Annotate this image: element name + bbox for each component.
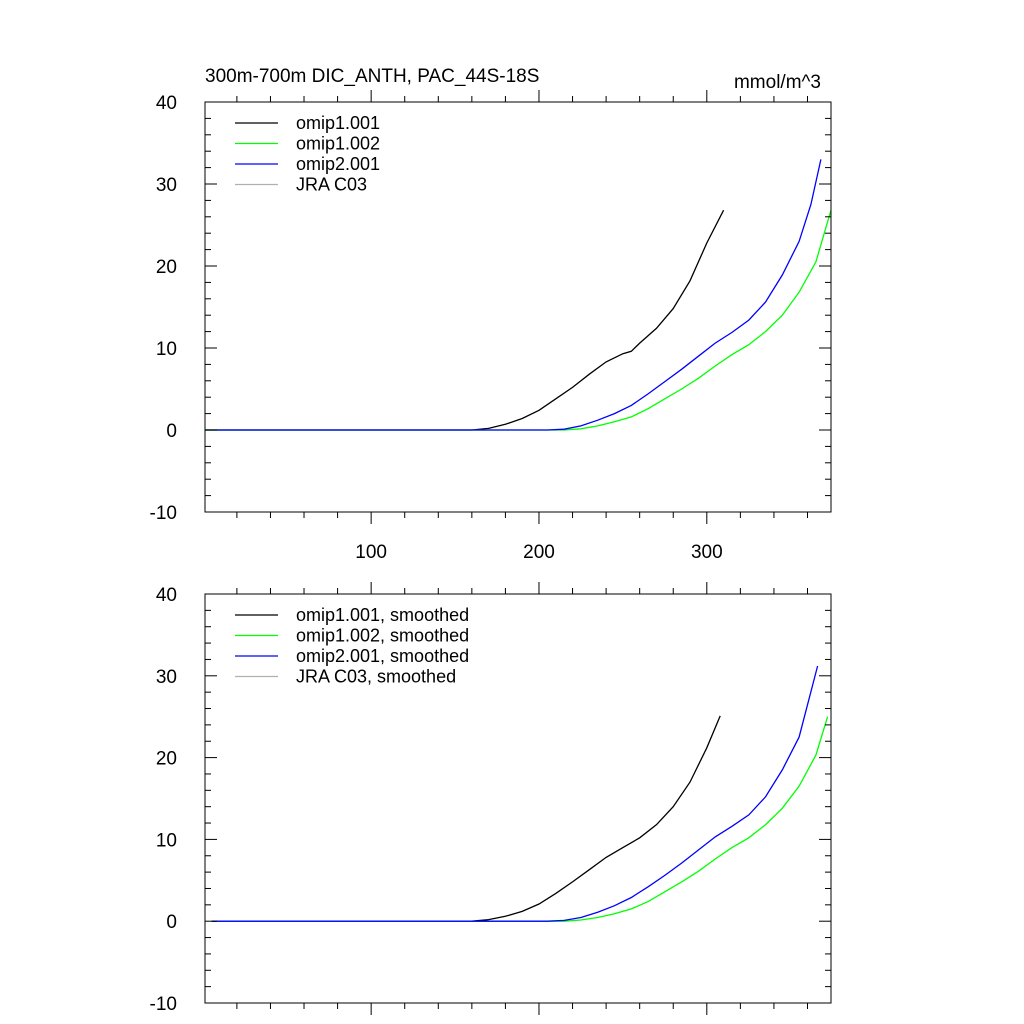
y-tick-label: 10 — [156, 339, 177, 360]
series-line-omip2-001-smoothed — [211, 665, 819, 922]
series-line-omip1-002 — [205, 210, 832, 431]
legend-label: JRA C03, smoothed — [296, 667, 456, 687]
y-tick-label: 0 — [166, 912, 177, 933]
y-tick-label: 0 — [166, 421, 177, 442]
y-tick-label: -10 — [150, 503, 177, 524]
series-line-omip1-001 — [205, 209, 725, 431]
legend-label: omip1.002 — [296, 134, 380, 154]
plot-frame — [204, 593, 832, 1004]
x-tick-label: 300 — [691, 542, 723, 563]
y-tick-label: -10 — [150, 994, 177, 1015]
y-tick-label: 20 — [156, 257, 177, 278]
plot-frame — [204, 101, 832, 513]
y-tick-label: 40 — [156, 585, 177, 606]
series-line-omip1-001-smoothed — [211, 715, 721, 922]
legend-label: omip1.001 — [296, 113, 380, 133]
x-tick-label: 200 — [523, 542, 555, 563]
legend-label: omip2.001, smoothed — [296, 646, 469, 666]
y-tick-label: 30 — [156, 667, 177, 688]
y-tick-label: 20 — [156, 749, 177, 770]
y-tick-label: 10 — [156, 830, 177, 851]
panel-bottom: -10 0 10 20 30 40 omip1.001, smoothedomip1.002… — [150, 582, 832, 1015]
x-tick-label: 100 — [355, 542, 387, 563]
legend-label: omip2.001 — [296, 154, 380, 174]
panel-top: -10 0 10 20 30 40 100 200 300 300m-700m DIC_ANTH,… — [150, 66, 832, 563]
legend-label: omip1.002, smoothed — [296, 626, 469, 646]
units-label: mmol/m^3 — [734, 72, 821, 93]
y-tick-label: 30 — [156, 175, 177, 196]
legend-label: JRA C03 — [296, 175, 367, 195]
chart-title: 300m-700m DIC_ANTH, PAC_44S-18S — [205, 66, 539, 87]
series-line-omip2-001 — [205, 159, 822, 431]
legend-label: omip1.001, smoothed — [296, 605, 469, 625]
series-line-omip1-002-smoothed — [211, 716, 829, 922]
y-tick-label: 40 — [156, 93, 177, 114]
